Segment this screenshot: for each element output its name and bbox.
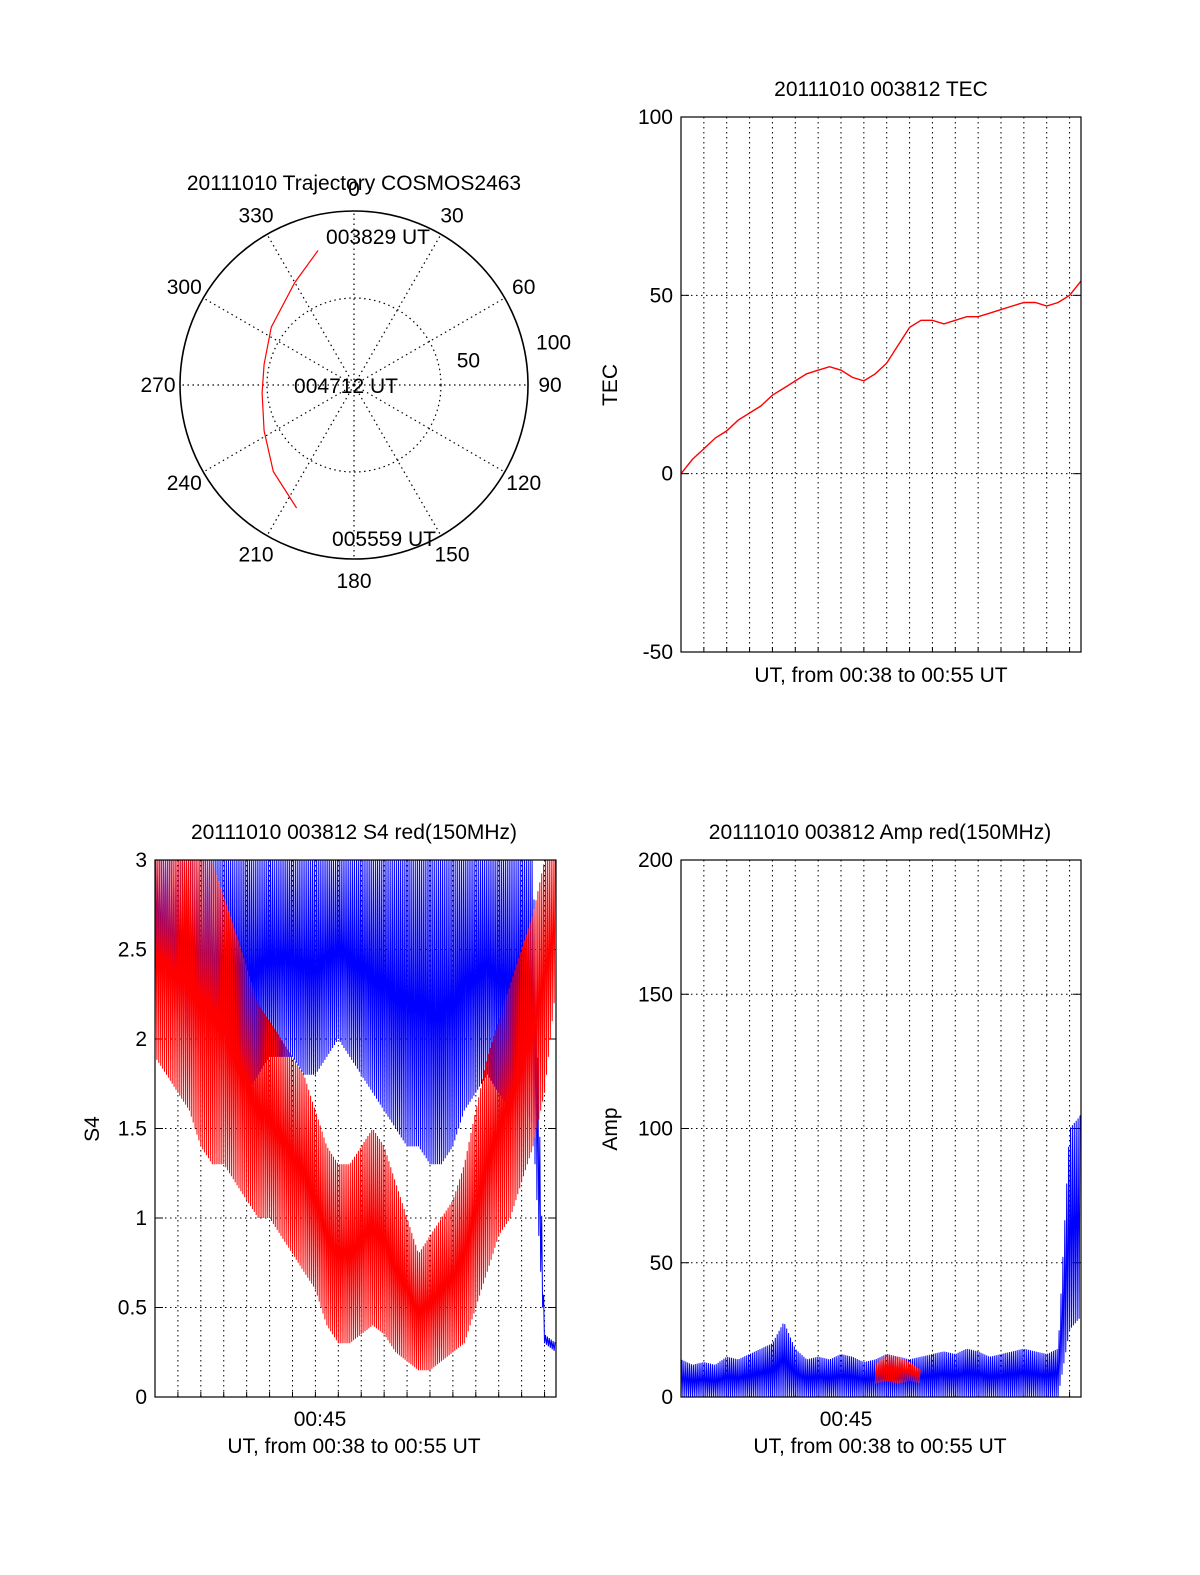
polar-radial-labels: 50 100 <box>457 332 571 373</box>
plot-frame <box>680 116 1082 653</box>
ytick-label: 0.5 <box>118 1297 147 1320</box>
ytick-label: 100 <box>638 1118 673 1141</box>
tec-ylabel: TEC <box>599 364 622 406</box>
polar-angle-labels: 0 30 60 90 120 150 180 210 240 270 300 330 <box>140 178 561 593</box>
polar-spoke <box>353 297 505 386</box>
trajectory-line <box>261 250 319 509</box>
polar-spoke <box>353 384 505 473</box>
ytick-label: 2.5 <box>118 939 147 962</box>
series-trace-red <box>874 1354 922 1384</box>
series-line-red <box>680 280 1082 475</box>
polar-series <box>261 250 319 509</box>
ytick-label: 0 <box>661 1386 673 1409</box>
amp-xlabel: UT, from 00:38 to 00:55 UT <box>753 1435 1006 1458</box>
polar-outer-ring <box>179 210 529 560</box>
series-trace-blue <box>680 1114 1082 1398</box>
ytick-label: 50 <box>650 1252 673 1275</box>
polar-angle-label: 270 <box>140 374 175 397</box>
ytick-label: 150 <box>638 983 673 1006</box>
plot-frame <box>154 859 557 1398</box>
ytick-label: 1.5 <box>118 1118 147 1141</box>
amp-plot: 20111010 003812 Amp red(150MHz) UT, from… <box>599 821 1082 1458</box>
series-red <box>154 859 556 1371</box>
polar-spoke <box>353 234 442 386</box>
s4-plot: 20111010 003812 S4 red(150MHz) UT, from … <box>81 821 557 1458</box>
polar-radial-label: 50 <box>457 350 480 373</box>
series-red <box>874 1354 922 1384</box>
ytick-label: 100 <box>638 106 673 129</box>
ytick-label: 3 <box>135 849 147 872</box>
polar-angle-label: 30 <box>440 204 463 227</box>
polar-trajectory-plot: 20111010 Trajectory COSMOS2463 0 30 60 90 12… <box>140 172 571 593</box>
tec-title: 20111010 003812 TEC <box>774 78 988 101</box>
ytick-label: 50 <box>650 284 673 307</box>
polar-spoke <box>353 384 442 536</box>
polar-grid <box>179 210 529 560</box>
polar-ring <box>266 297 442 473</box>
end-time-annotation: 005559 UT <box>332 528 436 551</box>
polar-angle-label: 90 <box>538 374 561 397</box>
series-trace-red <box>154 859 556 1371</box>
polar-angle-label: 0 <box>348 178 360 201</box>
amp-axes: 0 50 100 150 200 <box>638 849 1082 1409</box>
amp-xtick-label: 00:45 <box>820 1408 873 1431</box>
ytick-label: 1 <box>135 1207 147 1230</box>
s4-title: 20111010 003812 S4 red(150MHz) <box>191 821 517 844</box>
polar-spoke <box>203 297 355 386</box>
polar-spoke <box>266 234 355 386</box>
s4-xlabel: UT, from 00:38 to 00:55 UT <box>227 1435 480 1458</box>
amp-title: 20111010 003812 Amp red(150MHz) <box>709 821 1051 844</box>
polar-angle-label: 120 <box>506 472 541 495</box>
amp-ylabel: Amp <box>599 1107 622 1150</box>
mid-time-annotation: 004712 UT <box>294 375 398 398</box>
start-time-annotation: 003829 UT <box>326 226 430 249</box>
polar-angle-label: 240 <box>167 472 202 495</box>
polar-angle-label: 180 <box>336 570 371 593</box>
tec-axes: -50 0 50 100 <box>638 106 1082 664</box>
polar-angle-label: 60 <box>512 276 535 299</box>
polar-angle-label: 150 <box>434 544 469 567</box>
ytick-label: 0 <box>661 463 673 486</box>
ytick-label: 0 <box>135 1386 147 1409</box>
polar-radial-label: 100 <box>536 332 571 355</box>
ytick-label: 2 <box>135 1028 147 1051</box>
series-blue <box>680 1114 1082 1398</box>
s4-ylabel: S4 <box>81 1116 104 1142</box>
polar-spoke <box>266 384 355 536</box>
polar-spoke <box>203 384 355 473</box>
plot-frame <box>680 859 1082 1398</box>
polar-angle-label: 210 <box>238 544 273 567</box>
ytick-label: 200 <box>638 849 673 872</box>
polar-title: 20111010 Trajectory COSMOS2463 <box>187 172 521 195</box>
polar-angle-label: 330 <box>238 204 273 227</box>
tec-plot: 20111010 003812 TEC UT, from 00:38 to 00… <box>599 78 1082 687</box>
ytick-label: -50 <box>643 641 673 664</box>
tec-xlabel: UT, from 00:38 to 00:55 UT <box>754 664 1007 687</box>
polar-angle-label: 300 <box>167 276 202 299</box>
s4-axes: 0 0.5 1 1.5 2 2.5 3 <box>118 849 557 1409</box>
s4-xtick-label: 00:45 <box>294 1408 347 1431</box>
